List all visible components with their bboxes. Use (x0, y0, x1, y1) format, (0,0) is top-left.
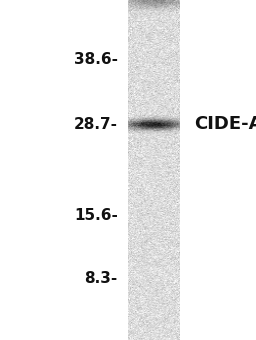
Text: CIDE-A: CIDE-A (195, 115, 256, 133)
Text: 8.3-: 8.3- (84, 271, 118, 286)
Text: 28.7-: 28.7- (74, 117, 118, 132)
Text: 15.6-: 15.6- (74, 208, 118, 223)
Text: 38.6-: 38.6- (74, 52, 118, 67)
